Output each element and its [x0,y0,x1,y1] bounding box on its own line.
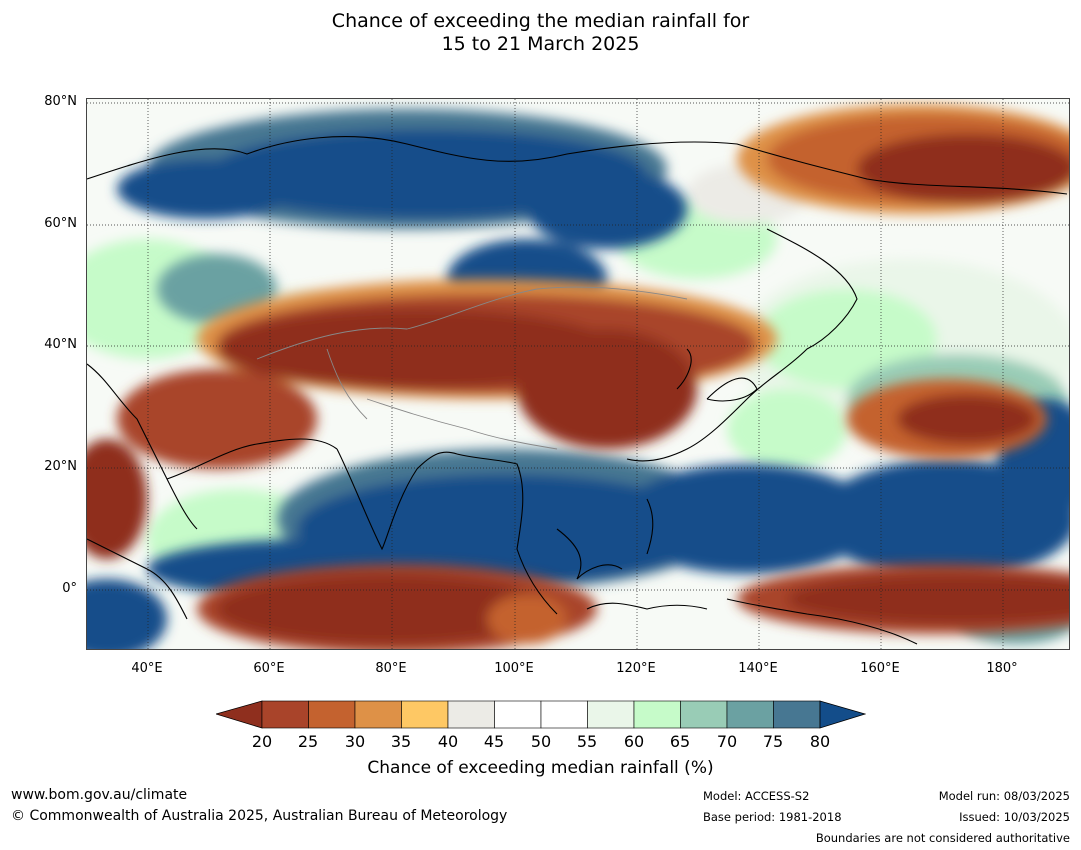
colorbar-cell [494,700,542,729]
footer-model-run: Model run: 08/03/2025 [938,789,1070,803]
colorbar-tick: 35 [390,732,412,751]
footer-issued: Issued: 10/03/2025 [959,810,1070,824]
colorbar [216,700,866,729]
coastlines [87,136,1068,645]
footer-disclaimer: Boundaries are not considered authoritat… [815,831,1070,845]
colorbar-tick: 70 [716,732,738,751]
colorbar-tick: 25 [297,732,319,751]
footer-model: Model: ACCESS-S2 [703,789,810,803]
colorbar-tick: 75 [762,732,784,751]
lon-label-180: 180° [986,661,1018,676]
colorbar-tick: 80 [809,732,831,751]
lon-label-120e: 120°E [616,661,656,676]
colorbar-label: Chance of exceeding median rainfall (%) [367,758,714,778]
lon-label-60e: 60°E [253,661,285,676]
lat-label-40n: 40°N [44,337,77,352]
colorbar-cell [447,700,495,729]
colorbar-tick: 45 [483,732,505,751]
colorbar-tick: 20 [251,732,273,751]
colorbar-cell [633,700,681,729]
colorbar-arrow-below [216,700,263,729]
rainfall-probability-map [86,98,1070,650]
colorbar-tick: 60 [623,732,645,751]
colorbar-tick: 65 [669,732,691,751]
colorbar-cell [540,700,588,729]
colorbar-arrow-above [819,700,866,729]
lat-label-20n: 20°N [44,459,77,474]
colorbar-cell [726,700,774,729]
lat-label-0: 0° [62,581,77,596]
graticule [87,99,1069,649]
map-title-line-1: Chance of exceeding the median rainfall … [331,10,750,32]
lon-label-80e: 80°E [375,661,407,676]
colorbar-cell [401,700,449,729]
map-title-line-2: 15 to 21 March 2025 [441,33,640,55]
colorbar-cell [261,700,309,729]
colorbar-cell [773,700,821,729]
colorbar-cell [354,700,402,729]
colorbar-tick: 50 [530,732,552,751]
colorbar-cell [308,700,356,729]
footer-copyright: © Commonwealth of Australia 2025, Austra… [11,808,508,824]
lon-label-100e: 100°E [494,661,534,676]
footer-url: www.bom.gov.au/climate [11,787,188,803]
footer-base-period: Base period: 1981-2018 [703,810,842,824]
map-canvas [87,99,1069,649]
colorbar-cells [261,700,821,729]
colorbar-tick: 55 [576,732,598,751]
country-borders [256,286,688,450]
lon-label-40e: 40°E [131,661,163,676]
colorbar-tick: 30 [344,732,366,751]
lat-label-80n: 80°N [44,94,77,109]
colorbar-cell [587,700,635,729]
lon-label-140e: 140°E [738,661,778,676]
colorbar-tick: 40 [437,732,459,751]
lat-label-60n: 60°N [44,216,77,231]
dry-regions [87,104,1069,649]
lon-label-160e: 160°E [860,661,900,676]
colorbar-cell [680,700,728,729]
